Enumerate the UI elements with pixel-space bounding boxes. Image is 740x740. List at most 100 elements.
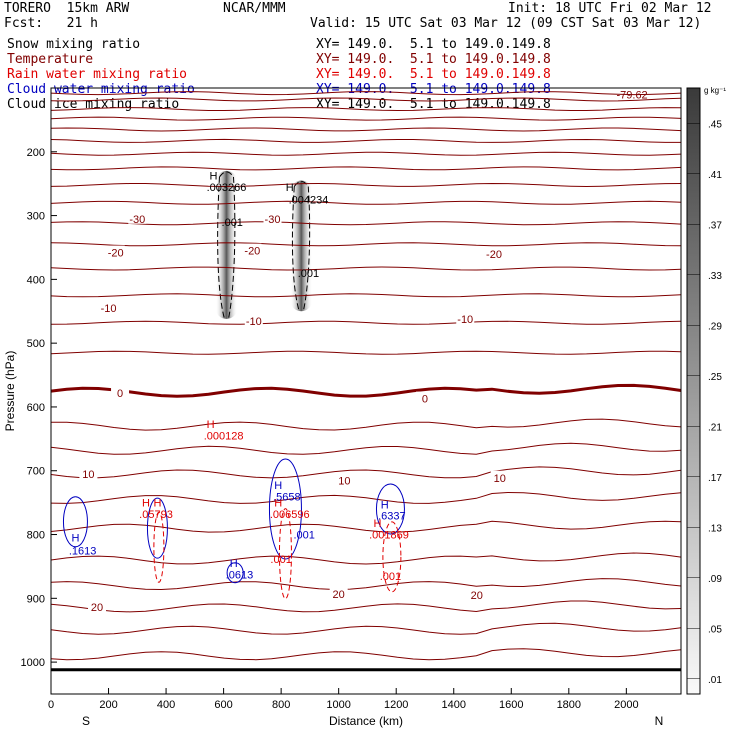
isotherm-label: 10 bbox=[494, 473, 506, 485]
isotherm-label: -20 bbox=[108, 248, 124, 260]
contour-annotation: .000128 bbox=[204, 431, 244, 443]
isotherm-label-bg bbox=[243, 243, 262, 256]
x-tick-label: 1400 bbox=[441, 699, 465, 711]
contour-annotation: .004234 bbox=[289, 195, 329, 207]
contour-annotation: H bbox=[153, 498, 161, 510]
isotherm-line bbox=[50, 97, 682, 102]
y-tick-label: 500 bbox=[27, 338, 45, 350]
isotherm-line bbox=[50, 127, 682, 132]
x-tick-label: 1600 bbox=[499, 699, 523, 711]
isotherm-line bbox=[50, 622, 682, 635]
contour-annotation: .05793 bbox=[139, 509, 173, 521]
isotherm-label: -10 bbox=[101, 303, 117, 315]
model-title: TORERO 15km ARW bbox=[4, 1, 130, 16]
contour-annotation: .001 bbox=[298, 268, 319, 280]
contour-annotation: .1613 bbox=[69, 545, 97, 557]
forecast-hour: Fcst: 21 h bbox=[4, 16, 98, 31]
ice-contour bbox=[217, 171, 236, 320]
contour-annotation: .001 bbox=[293, 530, 314, 542]
contour-annotation: H bbox=[142, 498, 150, 510]
isotherm-line bbox=[50, 138, 681, 143]
y-tick-label: 400 bbox=[27, 274, 45, 286]
isotherm-label: 10 bbox=[82, 469, 94, 481]
north-label: N bbox=[655, 714, 664, 728]
colorbar-unit: g kg⁻¹ bbox=[704, 86, 726, 95]
isotherm-line bbox=[50, 383, 682, 398]
x-tick-label: 2000 bbox=[614, 699, 638, 711]
contour-annotation: .003266 bbox=[207, 182, 247, 194]
contour-annotation: .6337 bbox=[378, 510, 406, 522]
colorbar-tick-label: .45 bbox=[708, 119, 722, 130]
contour-annotation: .001 bbox=[222, 217, 243, 229]
isotherm-label-bg bbox=[79, 466, 98, 479]
isotherm-line bbox=[50, 91, 682, 96]
cloud-water-contour bbox=[268, 458, 302, 560]
contour-annotation: .5658 bbox=[273, 491, 301, 503]
contour-annotation: H bbox=[286, 182, 294, 194]
isotherm-line bbox=[50, 350, 682, 355]
isotherm-line bbox=[50, 491, 682, 504]
isotherm-label-bg bbox=[456, 311, 475, 324]
isotherm-label: -30 bbox=[265, 214, 281, 226]
isotherm-line bbox=[50, 552, 682, 565]
contour-annotation: .006596 bbox=[270, 509, 310, 521]
isotherm-line bbox=[50, 466, 682, 479]
y-tick-label: 900 bbox=[27, 593, 45, 605]
isotherm-label-bg bbox=[99, 301, 118, 314]
x-tick-label: 200 bbox=[99, 699, 117, 711]
y-tick-label: 700 bbox=[27, 466, 45, 478]
isotherm-line bbox=[50, 182, 682, 188]
snow-plume bbox=[215, 170, 238, 319]
isotherm-label: 20 bbox=[91, 602, 103, 614]
isotherm-line bbox=[50, 242, 682, 247]
x-axis-label: Distance (km) bbox=[329, 714, 403, 728]
isotherm-line bbox=[50, 442, 682, 455]
x-tick-label: 1200 bbox=[384, 699, 408, 711]
isotherm-label: 20 bbox=[333, 589, 345, 601]
field-xy-temperature: XY= 149.0. 5.1 to 149.0.149.8 bbox=[316, 52, 551, 67]
contour-annotation: H bbox=[374, 518, 382, 530]
isotherm-line bbox=[50, 600, 682, 613]
cloud-water-contour bbox=[62, 496, 88, 548]
x-tick-label: 1000 bbox=[326, 699, 350, 711]
colorbar-tick-label: .13 bbox=[708, 523, 722, 534]
isotherm-label-bg bbox=[111, 385, 130, 398]
isotherm-line bbox=[50, 578, 682, 591]
isotherm-label: 20 bbox=[471, 590, 483, 602]
isotherm-label: 0 bbox=[117, 388, 123, 400]
contour-annotation: .001 bbox=[270, 554, 291, 566]
x-tick-label: 0 bbox=[48, 699, 54, 711]
field-xy-rain: XY= 149.0. 5.1 to 149.0.149.8 bbox=[316, 67, 551, 82]
isotherm-line bbox=[50, 293, 682, 298]
contour-annotation: H bbox=[230, 558, 238, 570]
isotherm-label-bg bbox=[244, 313, 263, 326]
y-tick-label: 300 bbox=[27, 211, 45, 223]
isotherm-label: -30 bbox=[129, 214, 145, 226]
contour-annotation: H bbox=[71, 533, 79, 545]
y-axis-label: Pressure (hPa) bbox=[3, 351, 17, 432]
y-tick-label: 200 bbox=[27, 147, 45, 159]
isotherm-line bbox=[50, 107, 682, 112]
cloud-water-contour bbox=[226, 562, 244, 584]
y-tick-label: 600 bbox=[27, 402, 45, 414]
isotherm-label-bg bbox=[415, 391, 434, 404]
init-time: Init: 18 UTC Fri 02 Mar 12 bbox=[508, 1, 712, 16]
isotherm-line bbox=[50, 200, 682, 205]
contour-annotation: .001869 bbox=[369, 530, 409, 542]
isotherm-label: 0 bbox=[422, 394, 428, 406]
field-name-temperature: Temperature bbox=[7, 52, 94, 67]
colorbar-tick-label: .29 bbox=[708, 321, 722, 332]
rain-contour bbox=[278, 508, 292, 600]
isotherm-label-bg bbox=[467, 588, 486, 601]
contour-annotation: H bbox=[207, 419, 215, 431]
isotherm-label-bg bbox=[335, 473, 354, 486]
org-label: NCAR/MMM bbox=[223, 1, 286, 16]
cloud-water-contour bbox=[375, 483, 405, 535]
isotherm-label: -20 bbox=[244, 246, 260, 258]
colorbar-tick-label: .41 bbox=[708, 170, 722, 181]
colorbar-tick-label: .09 bbox=[708, 574, 722, 585]
isotherm-label-bg bbox=[263, 211, 282, 224]
valid-time: Valid: 15 UTC Sat 03 Mar 12 (09 CST Sat … bbox=[310, 16, 702, 31]
field-name-snow: Snow mixing ratio bbox=[7, 37, 141, 52]
